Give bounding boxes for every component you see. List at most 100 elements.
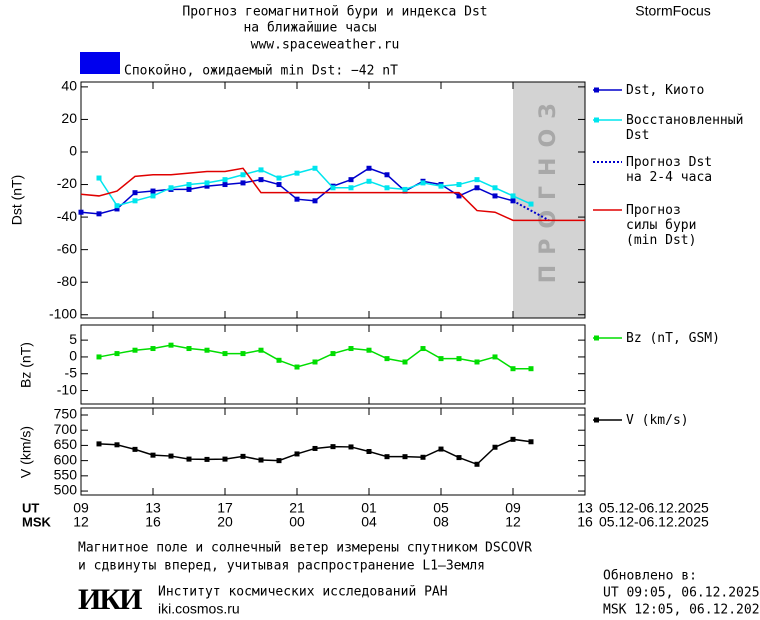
data-point [114, 203, 120, 209]
data-point [294, 170, 300, 176]
data-point [258, 177, 264, 183]
data-point [438, 183, 444, 189]
data-point [528, 366, 534, 372]
legend-label: V (km/s) [626, 413, 689, 428]
series-line [98, 438, 532, 466]
y-tick-label: 500 [54, 482, 78, 498]
data-point [330, 351, 336, 357]
y-axis-label: Dst (nT) [9, 175, 25, 226]
series-line [512, 199, 550, 222]
data-point [240, 172, 246, 178]
subtitle: на ближайшие часы [243, 21, 376, 36]
y-axis-label: Bz (nT) [18, 342, 34, 388]
data-point [78, 209, 84, 215]
data-point [510, 193, 516, 199]
data-point [528, 439, 534, 445]
status-text: Спокойно, ожидаемый min Dst: −42 nT [124, 64, 398, 79]
y-tick-label: 600 [54, 451, 78, 467]
logo: ИКИ [78, 583, 142, 616]
data-point [438, 356, 444, 362]
data-point [330, 185, 336, 191]
data-point [492, 444, 498, 450]
plot-frame [80, 407, 586, 496]
data-point [258, 457, 264, 463]
data-point [420, 454, 426, 460]
date-range: 05.12-06.12.2025 [599, 500, 709, 516]
data-point [366, 347, 372, 353]
data-point [186, 182, 192, 188]
data-point [348, 177, 354, 183]
data-point [366, 165, 372, 171]
data-point [420, 346, 426, 352]
axis-label: MSK [22, 514, 52, 529]
legend-marker [594, 87, 599, 93]
legend-marker [594, 335, 599, 341]
y-tick-label: 700 [54, 421, 78, 437]
data-point [492, 185, 498, 191]
site: iki.cosmos.ru [158, 601, 240, 617]
legend-label: Bz (nT, GSM) [626, 331, 720, 346]
y-tick-label: 650 [54, 436, 78, 452]
data-point [276, 182, 282, 188]
data-point [150, 193, 156, 199]
date-range: 05.12-06.12.2025 [599, 514, 709, 530]
data-point [420, 180, 426, 186]
legend-marker [594, 417, 599, 423]
x-tick-label: 05 [433, 500, 449, 516]
data-point [474, 461, 480, 467]
y-tick-label: -20 [57, 175, 77, 191]
data-point [402, 186, 408, 192]
data-point [168, 342, 174, 348]
data-point [492, 354, 498, 360]
status-indicator [80, 52, 120, 74]
data-point [204, 347, 210, 353]
x-tick-label: 13 [145, 500, 161, 516]
data-point [348, 346, 354, 352]
x-tick-label-msk: 08 [433, 514, 449, 530]
series-line [80, 167, 585, 222]
forecast-region [513, 82, 585, 318]
x-tick-label-msk: 04 [361, 514, 377, 530]
x-tick-label: 21 [289, 500, 305, 516]
x-tick-label-msk: 12 [73, 514, 89, 530]
data-point [474, 185, 480, 191]
x-tick-label: 17 [217, 500, 233, 516]
data-point [312, 445, 318, 451]
data-point [276, 175, 282, 181]
data-point [132, 198, 138, 204]
x-tick-label-msk: 16 [145, 514, 161, 530]
y-tick-label: -100 [49, 305, 77, 321]
data-point [456, 455, 462, 461]
y-tick-label: 750 [54, 406, 78, 422]
y-axis-label: V (km/s) [18, 426, 34, 478]
data-point [402, 359, 408, 365]
y-tick-label: -5 [65, 364, 78, 380]
data-point [132, 446, 138, 452]
data-point [348, 185, 354, 191]
data-point [204, 183, 210, 189]
note: Магнитное поле и солнечный ветер измерен… [78, 541, 532, 556]
data-point [258, 347, 264, 353]
y-tick-label: -10 [57, 381, 77, 397]
data-point [240, 351, 246, 357]
data-point [312, 165, 318, 171]
x-tick-label: 09 [73, 500, 89, 516]
data-point [222, 456, 228, 462]
data-point [384, 356, 390, 362]
data-point [186, 186, 192, 192]
data-point [402, 454, 408, 460]
data-point [222, 177, 228, 183]
data-point [96, 441, 102, 447]
x-tick-label: 01 [361, 500, 377, 516]
y-tick-label: 20 [61, 110, 77, 126]
x-tick-label-msk: 16 [577, 514, 593, 530]
data-point [366, 449, 372, 454]
data-point [240, 180, 246, 186]
x-tick-label-msk: 12 [505, 514, 521, 530]
data-point [168, 185, 174, 191]
title: Прогноз геомагнитной бури и индекса Dst [182, 5, 487, 20]
data-point [312, 198, 318, 204]
axis-label: UT [22, 500, 39, 515]
data-point [114, 206, 120, 212]
forecast-label: ПРОГНОЗ [536, 93, 561, 283]
